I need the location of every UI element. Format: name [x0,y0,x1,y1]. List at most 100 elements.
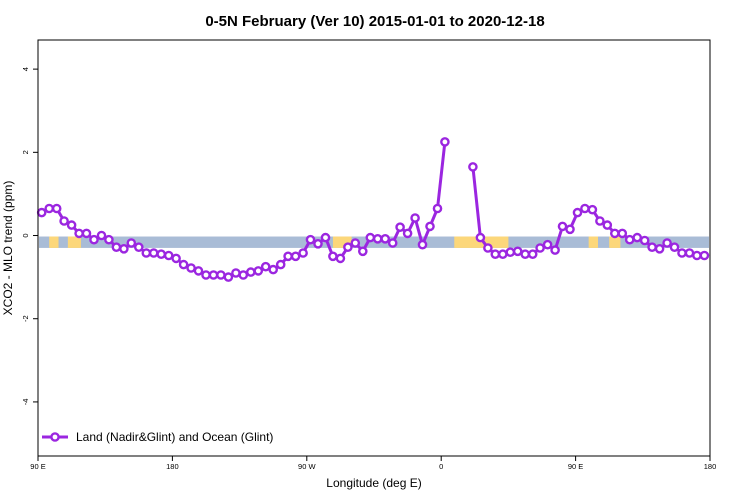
data-point [119,243,129,254]
legend-marker [50,432,60,442]
data-point [520,249,531,259]
data-point [89,234,99,245]
data-point [440,137,450,147]
data-point [557,221,568,232]
band-land-segment-1 [67,236,81,248]
data-point [610,228,620,239]
data-point [372,233,383,244]
data-point [432,203,443,214]
data-point [156,249,166,259]
legend: Land (Nadir&Glint) and Ocean (Glint) [42,430,273,444]
data-point [535,243,545,253]
band-land-segment-2 [332,236,352,248]
data-point [81,228,92,239]
x-axis-label: Longitude (deg E) [326,476,421,490]
data-point [380,233,391,244]
data-point [320,232,331,243]
x-tick-label: 180 [166,462,179,471]
data-point [587,204,598,215]
y-tick-label: 4 [21,67,30,71]
data-point [283,251,293,262]
x-axis: 90 E 180 90 W 0 90 E 180 [30,456,716,471]
band-land-segment-0 [49,236,59,248]
data-point [357,246,368,257]
data-point [245,267,256,277]
data-point [410,213,420,223]
data-point [231,268,241,278]
data-point [602,220,613,230]
y-axis: -4 -2 0 2 4 [21,67,38,405]
data-point [417,239,428,250]
data-point [305,234,316,245]
data-point [468,162,478,172]
data-point [36,207,47,218]
data-point [104,234,114,245]
data-point [268,264,279,275]
data-point [260,261,271,272]
data-point [96,230,107,241]
data-point [66,220,77,230]
data-point [51,203,62,214]
data-point [475,232,486,243]
data-point [402,228,413,239]
data-point [654,243,665,254]
data-point [624,234,635,245]
data-point [253,266,264,276]
data-point [512,246,523,257]
data-point [335,253,346,264]
chart-title: 0-5N February (Ver 10) 2015-01-01 to 202… [205,13,544,30]
plot-frame [37,39,711,457]
x-tick-label: 90 E [568,462,583,471]
data-point [343,242,353,252]
data-point [542,239,553,250]
data-point [298,248,308,258]
data-point [632,232,643,243]
data-point [148,248,159,258]
data-point [44,203,55,214]
y-tick-label: -4 [21,399,30,406]
data-point [59,216,69,226]
data-point [365,232,376,243]
data-point [193,266,204,276]
data-point [133,242,144,252]
x-tick-label: 180 [704,462,717,471]
data-point [163,250,174,261]
data-point [186,263,196,273]
data-point [201,270,211,280]
y-axis-label: XCO2 - MLO trend (ppm) [1,181,15,316]
y-tick-label: 0 [21,233,30,237]
data-point [565,224,575,235]
data-point [395,222,405,232]
series-layer [36,137,710,282]
data-point [550,245,560,255]
data-point [580,203,590,214]
data-point [677,248,687,258]
data-point [639,235,650,246]
data-point [290,251,301,262]
data-point [617,228,628,239]
data-point [572,207,583,218]
band-ocean [39,236,709,248]
x-tick-label: 90 W [298,462,316,471]
data-point [483,243,493,253]
data-point [684,248,695,258]
plot-area [36,39,711,457]
data-point [208,270,219,280]
data-point [387,238,398,248]
x-tick-label: 0 [439,462,443,471]
data-point [497,249,508,259]
data-point [527,249,538,259]
data-point [178,259,189,270]
data-point [74,228,84,239]
data-point [171,253,181,264]
data-point [313,238,323,249]
data-point [141,248,152,258]
data-point [425,221,435,232]
series-line-segment-0 [40,141,447,279]
data-point [505,247,516,257]
data-point [328,251,338,262]
y-tick-label: -2 [21,315,30,322]
data-point [216,270,226,280]
data-point [275,259,286,270]
